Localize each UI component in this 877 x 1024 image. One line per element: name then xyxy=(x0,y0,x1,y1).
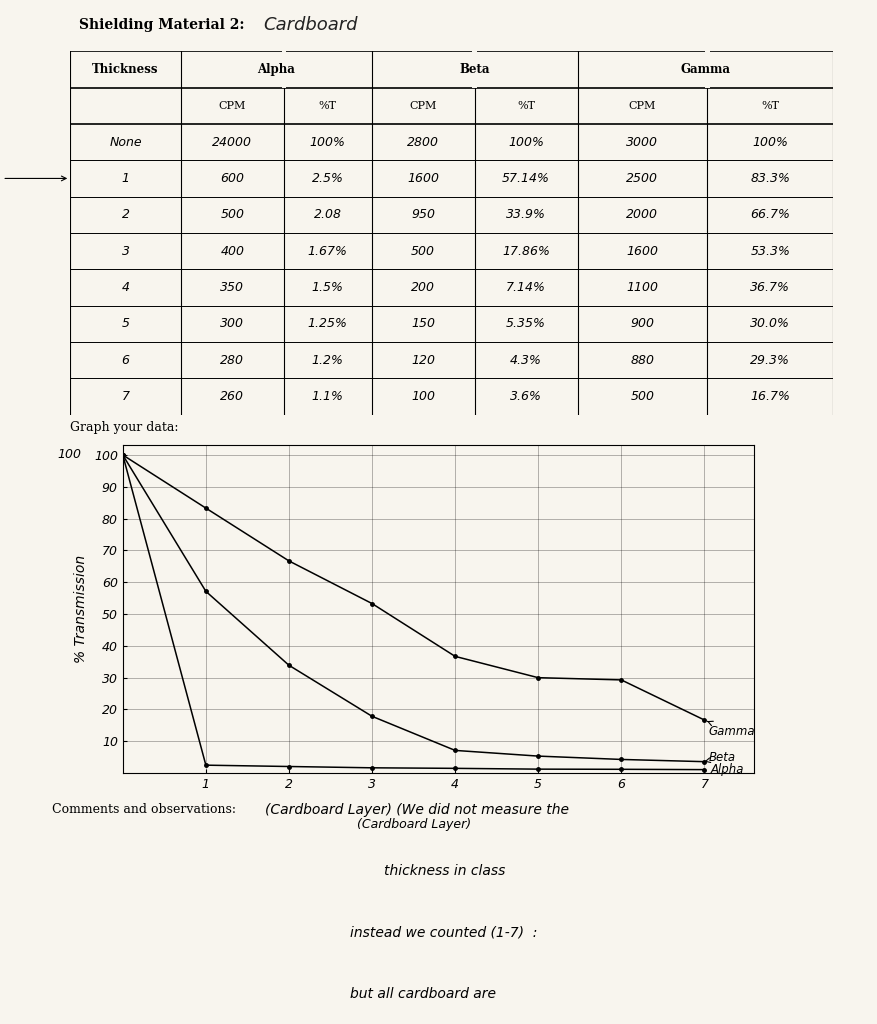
Text: 4.3%: 4.3% xyxy=(510,353,542,367)
Text: %T: %T xyxy=(761,100,779,111)
Text: 1600: 1600 xyxy=(407,172,439,185)
Text: 3: 3 xyxy=(122,245,130,258)
Bar xyxy=(472,51,477,88)
Text: 2.5%: 2.5% xyxy=(311,172,344,185)
Text: %T: %T xyxy=(318,100,337,111)
Text: Alpha: Alpha xyxy=(257,62,295,76)
Text: %T: %T xyxy=(517,100,535,111)
Text: 350: 350 xyxy=(220,281,245,294)
Text: Cardboard: Cardboard xyxy=(263,16,358,35)
Text: 3000: 3000 xyxy=(626,135,659,148)
Text: 900: 900 xyxy=(631,317,654,331)
Text: 300: 300 xyxy=(220,317,245,331)
Text: 17.86%: 17.86% xyxy=(503,245,550,258)
Text: 2.08: 2.08 xyxy=(314,208,342,221)
Text: (Cardboard Layer) (We did not measure the: (Cardboard Layer) (We did not measure th… xyxy=(265,803,568,817)
Text: 4: 4 xyxy=(122,281,130,294)
Text: 2500: 2500 xyxy=(626,172,659,185)
Text: Gamma: Gamma xyxy=(681,62,731,76)
Text: 66.7%: 66.7% xyxy=(750,208,790,221)
Text: 16.7%: 16.7% xyxy=(750,390,790,403)
Text: instead we counted (1-7)  :: instead we counted (1-7) : xyxy=(350,926,537,940)
Text: Beta: Beta xyxy=(460,62,489,76)
Text: CPM: CPM xyxy=(410,100,437,111)
Text: Shielding Material 2:: Shielding Material 2: xyxy=(79,18,245,33)
Text: 24000: 24000 xyxy=(212,135,253,148)
Text: Gamma: Gamma xyxy=(708,721,755,738)
Text: 500: 500 xyxy=(220,208,245,221)
Text: Graph your data:: Graph your data: xyxy=(70,421,179,434)
Text: Thickness: Thickness xyxy=(92,62,159,76)
Text: 6: 6 xyxy=(122,353,130,367)
Text: 5: 5 xyxy=(122,317,130,331)
Text: 7: 7 xyxy=(122,390,130,403)
Text: 33.9%: 33.9% xyxy=(506,208,546,221)
Text: 100: 100 xyxy=(57,449,82,462)
Text: 950: 950 xyxy=(411,208,435,221)
Text: 83.3%: 83.3% xyxy=(750,172,790,185)
Text: 400: 400 xyxy=(220,245,245,258)
Text: 5.35%: 5.35% xyxy=(506,317,546,331)
Text: 500: 500 xyxy=(631,390,654,403)
Text: None: None xyxy=(109,135,142,148)
Text: Comments and observations:: Comments and observations: xyxy=(52,803,236,816)
Text: (Cardboard Layer): (Cardboard Layer) xyxy=(357,817,471,830)
Text: 880: 880 xyxy=(631,353,654,367)
Bar xyxy=(282,51,286,88)
Text: 1.25%: 1.25% xyxy=(308,317,347,331)
Text: 100%: 100% xyxy=(310,135,346,148)
Text: 3.6%: 3.6% xyxy=(510,390,542,403)
Text: CPM: CPM xyxy=(218,100,246,111)
Text: 600: 600 xyxy=(220,172,245,185)
Text: 200: 200 xyxy=(411,281,435,294)
Text: 120: 120 xyxy=(411,353,435,367)
Text: 100%: 100% xyxy=(508,135,544,148)
Text: 2800: 2800 xyxy=(407,135,439,148)
Text: Alpha: Alpha xyxy=(711,763,745,776)
Text: 150: 150 xyxy=(411,317,435,331)
Text: 1: 1 xyxy=(122,172,130,185)
Text: thickness in class: thickness in class xyxy=(383,864,505,879)
Text: 53.3%: 53.3% xyxy=(750,245,790,258)
Text: 2: 2 xyxy=(122,208,130,221)
Text: 1100: 1100 xyxy=(626,281,659,294)
Text: First layer: First layer xyxy=(0,172,66,185)
Text: 1.5%: 1.5% xyxy=(311,281,344,294)
Text: 100: 100 xyxy=(411,390,435,403)
Text: 1.2%: 1.2% xyxy=(311,353,344,367)
Text: 500: 500 xyxy=(411,245,435,258)
Text: CPM: CPM xyxy=(629,100,656,111)
Text: 280: 280 xyxy=(220,353,245,367)
Text: 30.0%: 30.0% xyxy=(750,317,790,331)
Text: 1600: 1600 xyxy=(626,245,659,258)
Text: but all cardboard are: but all cardboard are xyxy=(350,987,496,1001)
Text: 57.14%: 57.14% xyxy=(503,172,550,185)
Text: 7.14%: 7.14% xyxy=(506,281,546,294)
Y-axis label: % Transmission: % Transmission xyxy=(75,555,89,664)
Bar xyxy=(705,51,709,88)
Text: 260: 260 xyxy=(220,390,245,403)
Text: 1.1%: 1.1% xyxy=(311,390,344,403)
Text: 29.3%: 29.3% xyxy=(750,353,790,367)
Text: Beta: Beta xyxy=(705,751,736,764)
Text: 100%: 100% xyxy=(752,135,788,148)
Text: 1.67%: 1.67% xyxy=(308,245,347,258)
Text: 2000: 2000 xyxy=(626,208,659,221)
Text: 36.7%: 36.7% xyxy=(750,281,790,294)
